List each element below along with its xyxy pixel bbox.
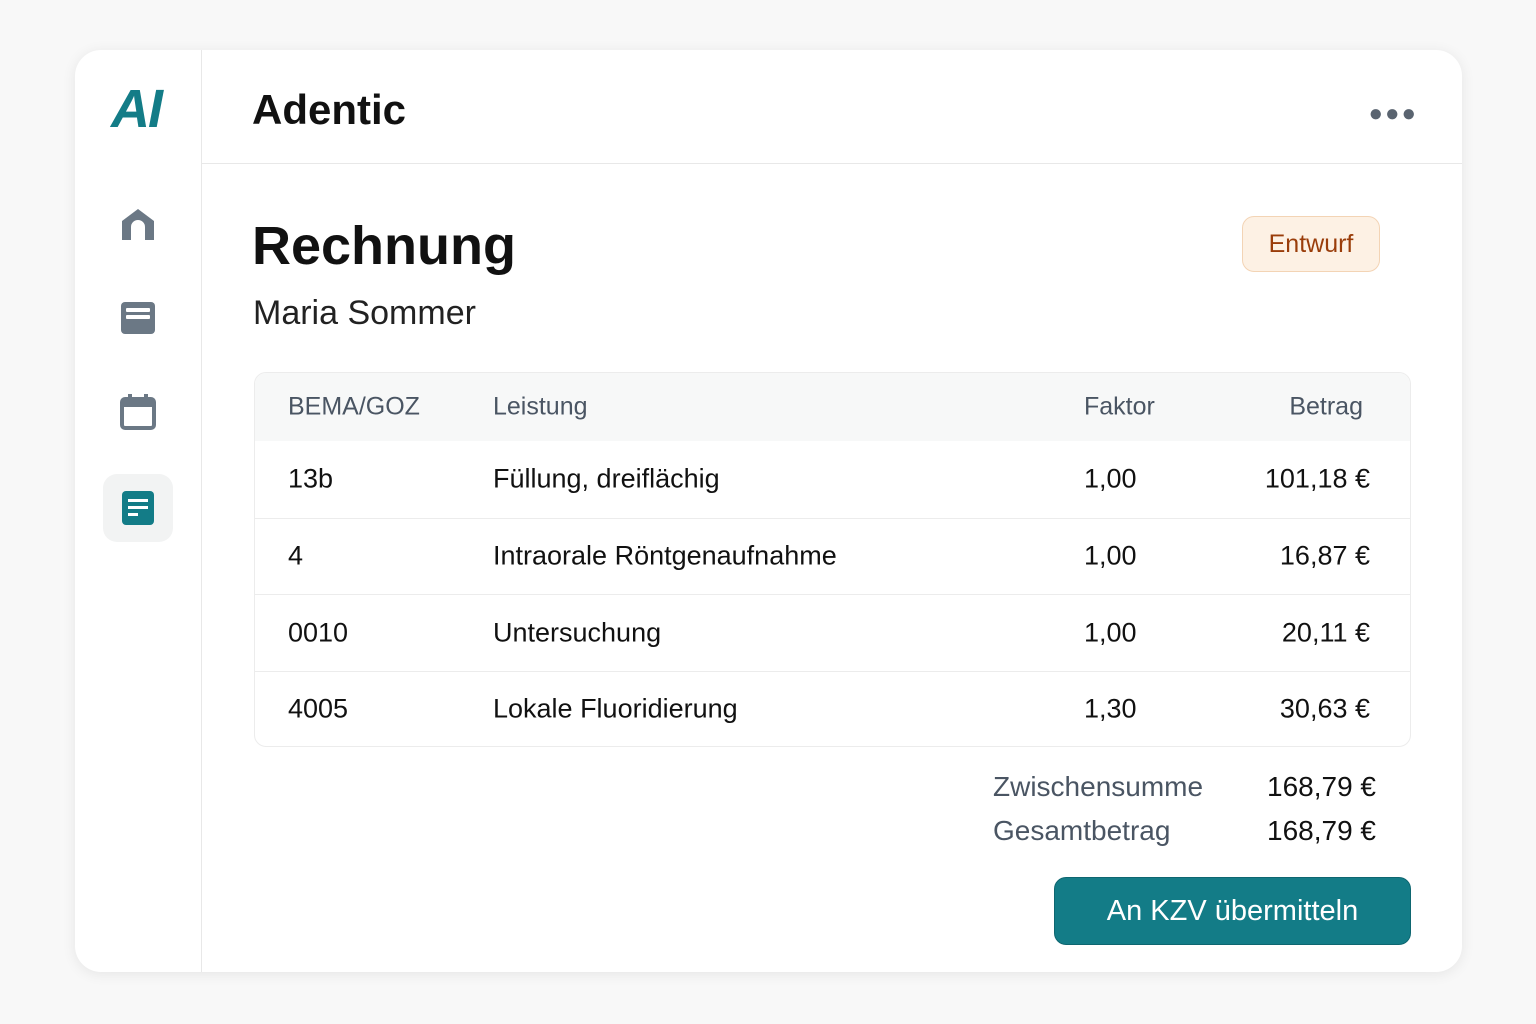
subtotal-label: Zwischensumme bbox=[993, 771, 1204, 802]
sidebar-item-home[interactable] bbox=[103, 190, 173, 258]
table-row[interactable]: 4005 Lokale Fluoridierung 1,30 30,63 € bbox=[255, 670, 1410, 747]
total-value: 168,79 € bbox=[1267, 815, 1376, 846]
cell-amount: 101,18 € bbox=[1264, 463, 1370, 494]
submit-to-kzv-button[interactable]: An KZV übermitteln bbox=[1054, 877, 1411, 945]
status-badge: Entwurf bbox=[1242, 216, 1380, 272]
cell-service: Lokale Fluoridierung bbox=[493, 693, 738, 724]
invoice-table: BEMA/GOZ Leistung Faktor Betrag 13b Füll… bbox=[254, 372, 1411, 747]
column-header-service: Leistung bbox=[493, 392, 588, 421]
table-row[interactable]: 4 Intraorale Röntgenaufnahme 1,00 16,87 … bbox=[255, 517, 1410, 595]
cell-amount: 16,87 € bbox=[1279, 540, 1370, 571]
column-header-factor: Faktor bbox=[1084, 392, 1155, 421]
sidebar-item-calendar[interactable] bbox=[103, 378, 173, 446]
cell-factor: 1,00 bbox=[1084, 617, 1137, 648]
cell-service: Untersuchung bbox=[493, 617, 662, 648]
cell-amount: 30,63 € bbox=[1279, 693, 1370, 724]
home-icon bbox=[122, 209, 154, 240]
invoice-icon bbox=[122, 491, 154, 525]
subtotal-value: 168,79 € bbox=[1267, 771, 1376, 802]
patient-name: Maria Sommer bbox=[253, 294, 476, 332]
cell-service: Füllung, dreiflächig bbox=[493, 463, 720, 494]
calendar-icon bbox=[120, 394, 156, 430]
table-row[interactable]: 13b Füllung, dreiflächig 1,00 101,18 € bbox=[255, 441, 1410, 518]
app-window: AI Adentic ●●● Rechnung Maria Sommer Ent… bbox=[75, 50, 1462, 972]
table-header: BEMA/GOZ Leistung Faktor Betrag bbox=[255, 373, 1410, 441]
cell-factor: 1,00 bbox=[1084, 540, 1137, 571]
cell-service: Intraorale Röntgenaufnahme bbox=[493, 540, 837, 571]
total-label: Gesamtbetrag bbox=[993, 815, 1171, 846]
column-header-code: BEMA/GOZ bbox=[288, 392, 420, 421]
cell-factor: 1,00 bbox=[1084, 463, 1137, 494]
column-header-amount: Betrag bbox=[1289, 392, 1363, 421]
document-list-icon bbox=[121, 302, 155, 334]
logo: AI bbox=[111, 79, 163, 139]
sidebar-item-invoices[interactable] bbox=[103, 474, 173, 542]
cell-code: 4005 bbox=[288, 693, 349, 724]
more-options-icon[interactable]: ●●● bbox=[1368, 100, 1418, 127]
cell-code: 4 bbox=[288, 540, 304, 571]
sidebar-item-documents[interactable] bbox=[103, 284, 173, 352]
cell-factor: 1,30 bbox=[1084, 693, 1137, 724]
cell-code: 13b bbox=[288, 463, 334, 494]
page-title: Rechnung bbox=[252, 216, 516, 276]
cell-amount: 20,11 € bbox=[1281, 617, 1370, 648]
header: Adentic ●●● bbox=[202, 50, 1462, 164]
table-row[interactable]: 0010 Untersuchung 1,00 20,11 € bbox=[255, 594, 1410, 671]
sidebar: AI bbox=[75, 50, 202, 972]
cell-code: 0010 bbox=[288, 617, 349, 648]
app-title: Adentic bbox=[252, 86, 407, 133]
